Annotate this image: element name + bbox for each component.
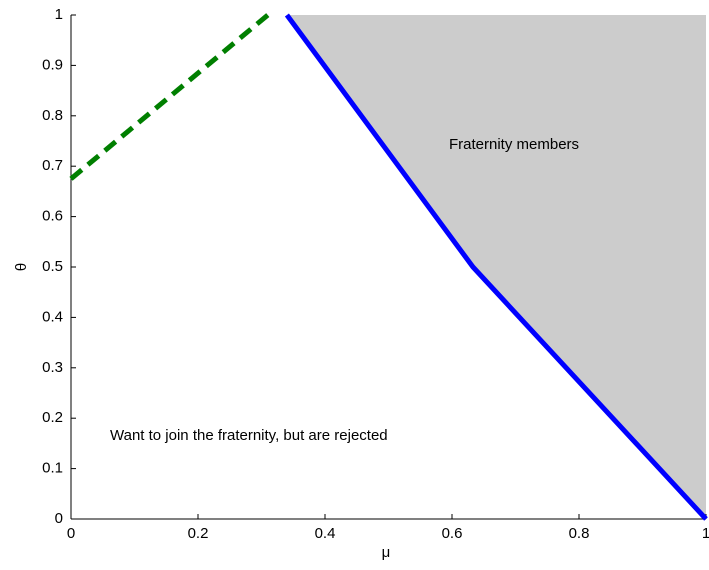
x-tick-label: 0.2 bbox=[188, 525, 209, 542]
y-tick-label: 0.4 bbox=[42, 308, 63, 325]
x-tick-label: 0.8 bbox=[569, 525, 590, 542]
line-series bbox=[69, 13, 270, 181]
y-tick-label: 1 bbox=[55, 6, 63, 23]
y-tick-label: 0.9 bbox=[42, 56, 63, 73]
y-tick-label: 0.5 bbox=[42, 258, 63, 275]
y-tick-label: 0.2 bbox=[42, 409, 63, 426]
y-tick-label: 0.1 bbox=[42, 460, 63, 477]
x-axis-label: μ bbox=[382, 544, 391, 561]
shaded-region bbox=[286, 15, 706, 519]
x-tick-label: 0.6 bbox=[442, 525, 463, 542]
y-tick-label: 0 bbox=[55, 510, 63, 527]
x-tick-label: 1 bbox=[702, 525, 709, 542]
line-series bbox=[284, 13, 708, 521]
y-tick-label: 0.6 bbox=[42, 208, 63, 225]
y-tick-label: 0.8 bbox=[42, 107, 63, 124]
y-tick-label: 0.3 bbox=[42, 359, 63, 376]
y-axis-label: θ bbox=[13, 263, 30, 271]
annotation: Fraternity members bbox=[449, 136, 579, 153]
annotation: Want to join the fraternity, but are rej… bbox=[110, 427, 388, 444]
y-tick-label: 0.7 bbox=[42, 157, 63, 174]
x-tick-label: 0.4 bbox=[315, 525, 336, 542]
x-tick-label: 0 bbox=[67, 525, 75, 542]
